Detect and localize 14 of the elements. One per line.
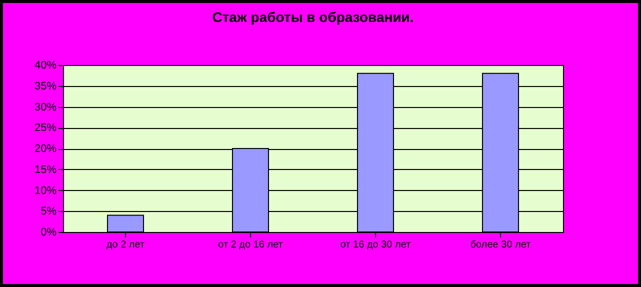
- chart-title: Стаж работы в образовании.: [212, 9, 414, 25]
- x-tick-label: от 2 до 16 лет: [218, 240, 284, 250]
- y-tick-label: 20%: [34, 143, 57, 155]
- x-tick-label: от 16 до 30 лет: [340, 240, 412, 250]
- y-tick-label: 40%: [34, 60, 57, 72]
- y-tick-label: 5%: [40, 206, 57, 218]
- x-tick-label: более 30 лет: [470, 240, 532, 250]
- y-tick-label: 15%: [34, 164, 57, 176]
- y-tick-label: 25%: [34, 122, 57, 134]
- y-tick-label: 0%: [40, 226, 57, 238]
- y-tick-label: 35%: [34, 80, 57, 92]
- y-tick-label: 10%: [34, 184, 57, 197]
- y-tick-label: 30%: [34, 101, 57, 114]
- x-tick-label: до 2 лет: [106, 240, 145, 250]
